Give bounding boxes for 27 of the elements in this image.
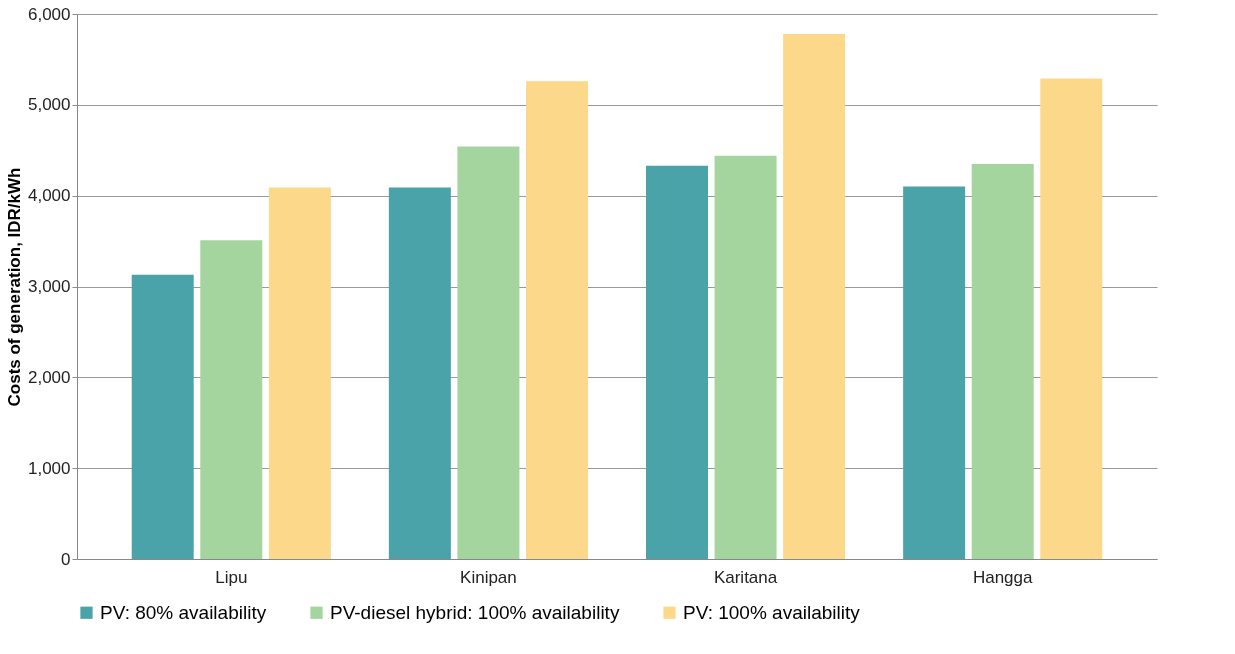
x-tick-label: Lipu — [215, 567, 248, 587]
x-tick-label: Karitana — [713, 567, 778, 587]
bar — [457, 146, 520, 559]
bar — [971, 163, 1034, 559]
y-axis-title: Costs of generation, IDR/kWh — [4, 167, 24, 407]
y-tick-label: 2,000 — [27, 367, 71, 387]
x-tick-label: Hangga — [972, 567, 1034, 587]
y-tick-label: 6,000 — [27, 4, 71, 24]
bar — [783, 33, 846, 559]
legend-label: PV: 100% availability — [683, 601, 861, 623]
y-tick-label: 4,000 — [27, 186, 71, 206]
bar — [388, 187, 451, 559]
bar — [646, 165, 708, 559]
bar — [131, 274, 194, 559]
x-tick-label: Kinipan — [460, 567, 517, 587]
bar — [200, 240, 263, 559]
bar — [714, 155, 777, 559]
legend-label: PV: 80% availability — [100, 601, 267, 623]
y-tick-label: 1,000 — [27, 458, 71, 478]
bar — [526, 81, 588, 559]
bar — [1040, 78, 1103, 559]
y-tick-label: 3,000 — [27, 277, 71, 296]
legend-label: PV-diesel hybrid: 100% availability — [330, 601, 620, 623]
y-tick-label: 5,000 — [27, 95, 71, 115]
y-tick-label: 0 — [61, 549, 71, 569]
bar — [268, 187, 331, 559]
bar — [903, 186, 966, 559]
